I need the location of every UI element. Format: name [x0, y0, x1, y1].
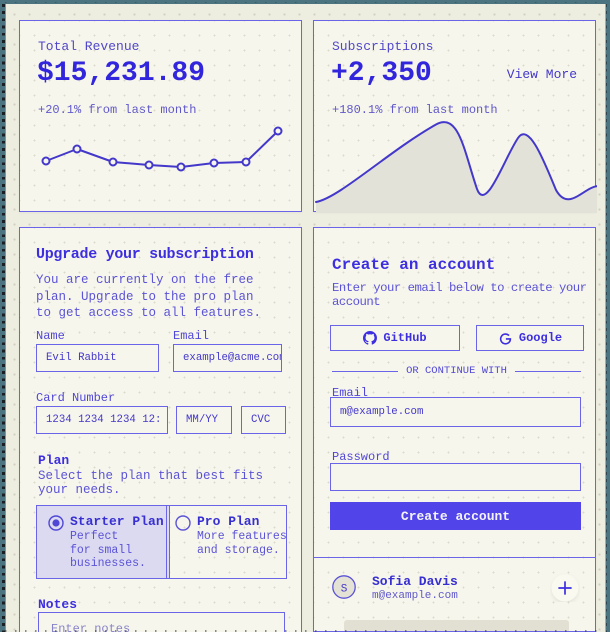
svg-text:S: S: [341, 583, 348, 595]
